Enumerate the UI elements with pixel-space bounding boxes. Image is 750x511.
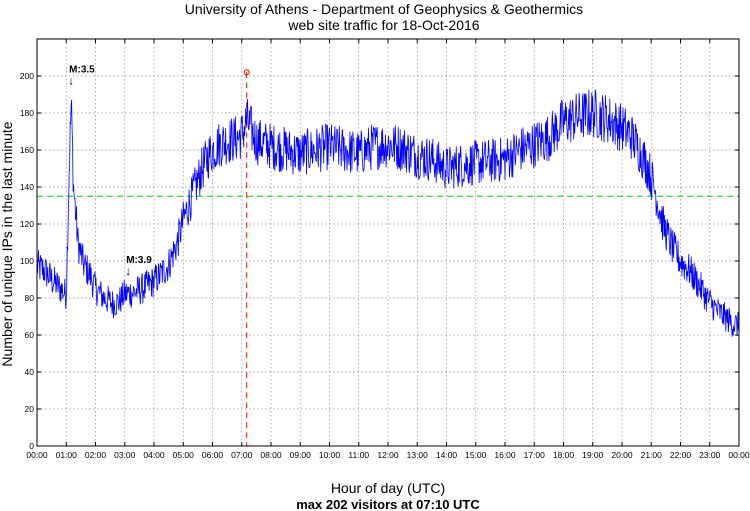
x-tick-label: 09:00 bbox=[290, 450, 312, 460]
quake-annotation-label: M:3.9 bbox=[126, 255, 152, 266]
down-arrow-icon: ↓ bbox=[125, 264, 131, 278]
max-marker bbox=[243, 69, 250, 76]
x-axis-ticks: 00:00 01:00 02:00 03:00 04:00 05:00 06:00 07:00… bbox=[26, 39, 750, 460]
x-tick-label: 11:00 bbox=[348, 450, 369, 460]
quake-annotation-label: M:3.5 bbox=[69, 64, 95, 75]
x-tick-label: 00:00 bbox=[728, 450, 750, 460]
x-tick-label: 17:00 bbox=[524, 450, 546, 460]
x-axis-label: Hour of day (UTC) bbox=[331, 480, 445, 496]
y-tick-label: 80 bbox=[25, 293, 35, 303]
chart-subtitle: web site traffic for 18-Oct-2016 bbox=[287, 17, 479, 33]
x-tick-label: 15:00 bbox=[465, 450, 487, 460]
series-group bbox=[36, 89, 740, 337]
y-tick-label: 140 bbox=[20, 182, 34, 192]
y-tick-label: 160 bbox=[20, 145, 34, 155]
y-tick-label: 180 bbox=[20, 108, 34, 118]
x-tick-label: 00:00 bbox=[26, 450, 48, 460]
x-tick-label: 23:00 bbox=[699, 450, 721, 460]
x-tick-label: 05:00 bbox=[173, 450, 195, 460]
x-tick-label: 18:00 bbox=[553, 450, 575, 460]
y-tick-label: 40 bbox=[25, 367, 35, 377]
grid bbox=[37, 39, 739, 446]
x-tick-label: 13:00 bbox=[407, 450, 429, 460]
x-tick-label: 06:00 bbox=[202, 450, 224, 460]
chart-title-group: University of Athens - Department of Geo… bbox=[185, 1, 583, 33]
x-tick-label: 07:00 bbox=[231, 450, 253, 460]
y-axis-label: Number of unique IPs in the last minute bbox=[0, 121, 15, 366]
y-tick-label: 0 bbox=[29, 441, 34, 451]
x-tick-label: 02:00 bbox=[85, 450, 107, 460]
x-tick-label: 20:00 bbox=[611, 450, 633, 460]
series-line bbox=[36, 89, 740, 337]
y-tick-label: 60 bbox=[25, 330, 35, 340]
x-axis-sublabel: max 202 visitors at 07:10 UTC bbox=[296, 497, 480, 511]
x-tick-label: 12:00 bbox=[377, 450, 399, 460]
x-tick-label: 08:00 bbox=[260, 450, 282, 460]
y-tick-label: 20 bbox=[25, 404, 35, 414]
x-tick-label: 10:00 bbox=[319, 450, 341, 460]
chart-title: University of Athens - Department of Geo… bbox=[185, 1, 583, 17]
x-tick-label: 19:00 bbox=[582, 450, 604, 460]
x-tick-label: 14:00 bbox=[436, 450, 458, 460]
x-tick-label: 16:00 bbox=[494, 450, 516, 460]
annotations-group: M:3.5↓M:3.9↓ bbox=[68, 64, 152, 278]
y-axis-ticks: 0 20 40 60 80 100 120 140 160 180 200 bbox=[20, 71, 739, 451]
x-tick-label: 22:00 bbox=[670, 450, 692, 460]
y-tick-label: 120 bbox=[20, 219, 34, 229]
down-arrow-icon: ↓ bbox=[68, 73, 74, 87]
reference-lines bbox=[37, 72, 739, 446]
plot-frame bbox=[36, 38, 740, 447]
y-tick-label: 100 bbox=[20, 256, 34, 266]
x-tick-label: 03:00 bbox=[114, 450, 136, 460]
x-tick-label: 04:00 bbox=[143, 450, 165, 460]
x-tick-label: 01:00 bbox=[56, 450, 78, 460]
x-tick-label: 21:00 bbox=[641, 450, 663, 460]
markers-group bbox=[243, 69, 250, 76]
y-tick-label: 200 bbox=[20, 71, 34, 81]
